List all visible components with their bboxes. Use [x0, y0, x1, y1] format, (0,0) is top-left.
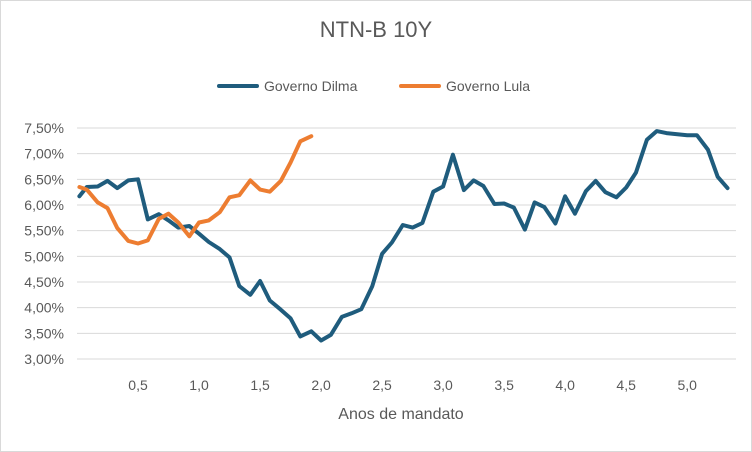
chart-title: NTN-B 10Y: [319, 17, 433, 42]
y-tick-label: 3,50%: [24, 325, 64, 341]
y-tick-label: 7,00%: [24, 146, 64, 162]
y-tick-label: 3,00%: [24, 351, 64, 367]
x-tick-label: 2,5: [372, 377, 392, 393]
legend-label-0: Governo Dilma: [264, 78, 358, 94]
series-line-0: [77, 129, 730, 343]
x-tick-label: 4,0: [555, 377, 575, 393]
x-tick-label: 5,0: [677, 377, 697, 393]
x-tick-label: 1,0: [189, 377, 209, 393]
series-lines: [77, 129, 730, 343]
y-axis-ticks: 3,00% 3,50% 4,00% 4,50% 5,00% 5,50% 6,00% 6,50%…: [24, 120, 64, 367]
y-tick-label: 7,50%: [24, 120, 64, 136]
series-line-1: [77, 134, 314, 246]
legend: Governo Dilma Governo Lula: [217, 78, 530, 94]
y-tick-label: 6,00%: [24, 197, 64, 213]
y-tick-label: 4,00%: [24, 300, 64, 316]
x-tick-label: 1,5: [250, 377, 270, 393]
gridlines: [77, 127, 736, 360]
y-tick-label: 4,50%: [24, 274, 64, 290]
x-axis-ticks: 0,5 1,0 1,5 2,0 2,5 3,0 3,5 4,0 4,5 5,0: [128, 377, 697, 393]
x-tick-label: 2,0: [311, 377, 331, 393]
x-tick-label: 4,5: [616, 377, 636, 393]
y-tick-label: 5,00%: [24, 248, 64, 264]
y-tick-label: 5,50%: [24, 223, 64, 239]
x-tick-label: 0,5: [128, 377, 148, 393]
y-tick-label: 6,50%: [24, 171, 64, 187]
legend-label-1: Governo Lula: [446, 78, 530, 94]
x-tick-label: 3,5: [494, 377, 514, 393]
x-tick-label: 3,0: [433, 377, 453, 393]
x-axis-title: Anos de mandato: [338, 406, 464, 423]
